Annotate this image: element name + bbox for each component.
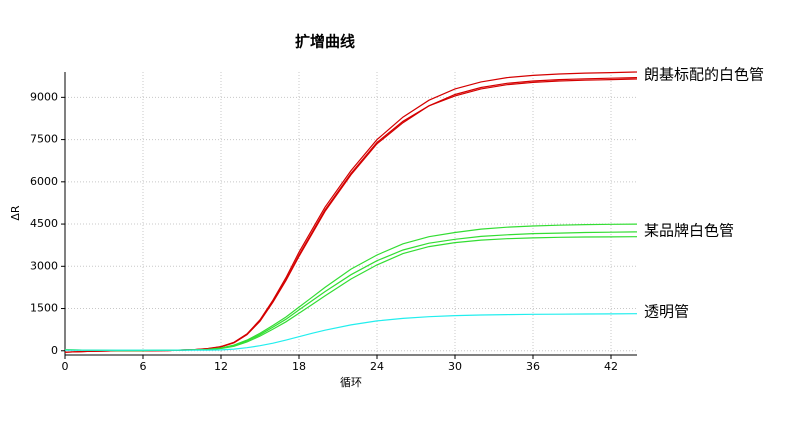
y-tick-label: 9000 bbox=[30, 90, 58, 103]
y-tick-label: 1500 bbox=[30, 302, 58, 315]
x-tick-label: 42 bbox=[604, 360, 618, 373]
y-tick-label: 4500 bbox=[30, 217, 58, 230]
y-tick-label: 3000 bbox=[30, 259, 58, 272]
y-tick-label: 6000 bbox=[30, 175, 58, 188]
x-tick-label: 12 bbox=[214, 360, 228, 373]
annotation: 某品牌白色管 bbox=[644, 222, 734, 240]
x-tick-label: 18 bbox=[292, 360, 306, 373]
x-tick-label: 0 bbox=[62, 360, 69, 373]
x-tick-label: 6 bbox=[140, 360, 147, 373]
chart-title: 扩增曲线 bbox=[295, 33, 355, 51]
x-tick-label: 24 bbox=[370, 360, 384, 373]
x-tick-label: 36 bbox=[526, 360, 540, 373]
x-tick-label: 30 bbox=[448, 360, 462, 373]
annotation: 朗基标配的白色管 bbox=[644, 66, 764, 84]
y-tick-label: 0 bbox=[51, 344, 58, 357]
y-axis-label: ΔR bbox=[9, 205, 22, 221]
y-tick-label: 7500 bbox=[30, 133, 58, 146]
series-line bbox=[65, 313, 638, 351]
annotation: 透明管 bbox=[644, 303, 689, 321]
x-axis-label: 循环 bbox=[340, 376, 362, 389]
